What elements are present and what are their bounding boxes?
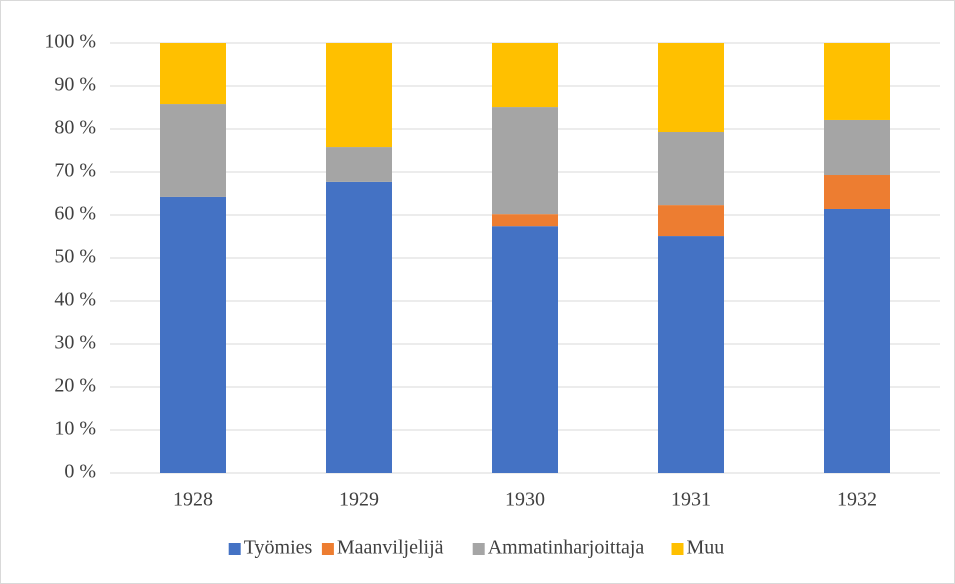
bar-segment	[160, 43, 226, 105]
y-tick-label: 30 %	[54, 332, 96, 354]
y-tick-label: 70 %	[54, 160, 96, 182]
legend-label: Muu	[687, 537, 725, 559]
legend-label: Työmies	[244, 537, 313, 559]
x-tick-label: 1930	[505, 489, 545, 511]
y-tick-label: 50 %	[54, 246, 96, 268]
bar-segment	[824, 208, 890, 474]
bar-segment	[658, 205, 724, 237]
legend-swatch	[472, 543, 485, 555]
bar-segment	[326, 43, 392, 148]
bar-segment	[658, 43, 724, 133]
bar-segment	[492, 226, 558, 473]
y-tick-label: 100 %	[44, 31, 96, 53]
legend-label: Maanviljelijä	[337, 537, 444, 559]
bar-segment	[492, 107, 558, 215]
y-tick-label: 80 %	[54, 117, 96, 139]
bar-segment	[824, 119, 890, 176]
bar-segment	[160, 104, 226, 197]
bar-segment	[492, 214, 558, 227]
bar-segment	[658, 132, 724, 206]
x-tick-label: 1928	[173, 489, 213, 511]
y-tick-label: 0 %	[64, 461, 96, 483]
legend-swatch	[671, 543, 684, 555]
y-tick-label: 20 %	[54, 375, 96, 397]
bar-segment	[824, 175, 890, 209]
y-tick-label: 90 %	[54, 74, 96, 96]
x-tick-label: 1932	[837, 489, 877, 511]
y-tick-label: 40 %	[54, 289, 96, 311]
y-tick-label: 10 %	[54, 418, 96, 440]
bar-segment	[658, 236, 724, 473]
bar-segment	[326, 181, 392, 473]
y-tick-label: 60 %	[54, 203, 96, 225]
legend-swatch	[321, 543, 334, 555]
bar-segment	[160, 196, 226, 473]
legend-swatch	[228, 543, 241, 555]
legend-label: Ammatinharjoittaja	[488, 537, 645, 559]
bar-segment	[824, 43, 890, 120]
x-tick-label: 1929	[339, 489, 379, 511]
bar-segment	[492, 43, 558, 108]
x-tick-label: 1931	[671, 489, 711, 511]
bar-segment	[326, 147, 392, 182]
